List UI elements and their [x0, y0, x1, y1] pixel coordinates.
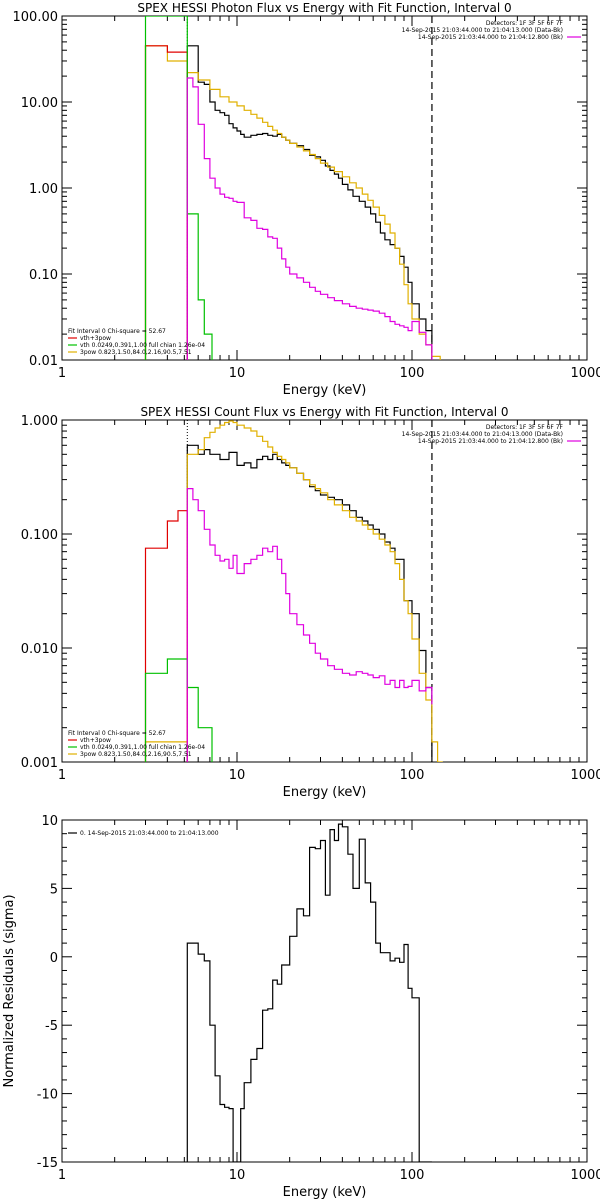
chart-title: SPEX HESSI Count Flux vs Energy with Fit… — [140, 405, 508, 419]
x-tick-label: 1 — [58, 768, 66, 783]
series-4-histogram — [186, 488, 433, 762]
info-line: 14-Sep-2015 21:03:44.000 to 21:04:12.800… — [418, 438, 563, 445]
y-tick-label: 0.01 — [29, 354, 58, 369]
x-axis-label: Energy (keV) — [283, 1185, 367, 1200]
y-tick-label: 0.001 — [21, 756, 58, 771]
x-tick-label: 100 — [400, 768, 425, 783]
y-axis-label: Normalized Residuals (sigma) — [2, 894, 17, 1087]
x-tick-label: 100 — [400, 1168, 425, 1183]
legend-entry: vth 0.0249,0.391,1.00 full chian 1.26e-0… — [80, 342, 205, 349]
series-1-histogram — [144, 45, 441, 360]
legend-entry: 3pow 0.823,1.50,84.0,2.16,90.5,7.51 — [80, 349, 192, 356]
info-line: Detectors: 1F 3F 5F 6F 7F — [486, 424, 564, 431]
series-4-histogram — [186, 77, 433, 360]
y-tick-label: 100.00 — [13, 10, 59, 25]
x-tick-label: 10 — [229, 366, 246, 381]
y-tick-label: 1.00 — [29, 182, 58, 197]
info-line: 14-Sep-2015 21:03:44.000 to 21:04:12.800… — [418, 34, 563, 41]
info-line: Detectors: 1F 3F 5F 6F 7F — [486, 20, 564, 27]
legend-entry: 0. 14-Sep-2015 21:03:44.000 to 21:04:13.… — [80, 830, 219, 837]
legend-entry: vth 0.0249,0.391,1.00 full chian 1.26e-0… — [80, 744, 205, 751]
y-tick-label: 0.100 — [21, 528, 58, 543]
y-tick-label: 5 — [50, 882, 58, 897]
x-tick-label: 1 — [58, 1168, 66, 1183]
legend-entry: 3pow 0.823,1.50,84.0,2.16,90.5,7.51 — [80, 751, 192, 758]
y-tick-label: 0.010 — [21, 642, 58, 657]
y-tick-label: 10.00 — [21, 96, 58, 111]
series-0-histogram — [186, 444, 433, 762]
plot-frame — [61, 15, 588, 361]
series-0-histogram — [186, 45, 433, 360]
x-tick-label: 100 — [400, 366, 425, 381]
x-tick-label: 1000 — [570, 1168, 600, 1183]
plot-frame — [61, 419, 588, 763]
x-axis-label: Energy (keV) — [283, 785, 367, 800]
residuals-panel: 1 10 100 1000 -15 -10 -5 0 5 10 Energy (keV) Normal… — [2, 814, 600, 1200]
series-2-histogram — [144, 510, 188, 762]
y-tick-label: -10 — [37, 1088, 58, 1103]
photon-flux-panel: 1 10 100 1000 0.01 0.10 1.00 10.00 100.00 SPEX HE… — [13, 1, 600, 398]
y-tick-label: -5 — [45, 1019, 58, 1034]
x-tick-label: 1000 — [570, 768, 600, 783]
x-tick-label: 10 — [229, 1168, 246, 1183]
y-tick-label: -15 — [37, 1156, 58, 1171]
series-3-histogram — [144, 16, 213, 360]
legend-entry: Fit Interval 0 Chi-square = 52.67 — [68, 730, 166, 737]
info-line: 14-Sep-2015 21:03:44.000 to 21:04:13.000… — [402, 27, 563, 34]
x-tick-label: 1 — [58, 366, 66, 381]
x-axis-label: Energy (keV) — [283, 383, 367, 398]
y-tick-label: 10 — [41, 814, 58, 829]
x-tick-label: 10 — [229, 768, 246, 783]
plot-frame — [61, 819, 588, 1163]
series-0-histogram — [186, 823, 432, 1162]
legend-entry: vth+3pow — [80, 335, 111, 342]
legend-entry: vth+3pow — [80, 737, 111, 744]
info-line: 14-Sep-2015 21:03:44.000 to 21:04:13.000… — [402, 431, 563, 438]
y-tick-label: 0.10 — [29, 268, 58, 283]
y-tick-label: 0 — [50, 951, 58, 966]
x-tick-label: 1000 — [570, 366, 600, 381]
chart-title: SPEX HESSI Photon Flux vs Energy with Fi… — [137, 1, 511, 15]
series-1-histogram — [144, 420, 443, 762]
count-flux-panel: 1 10 100 1000 0.001 0.010 0.100 1.000 SPEX HESSI… — [21, 405, 600, 800]
series-2-histogram — [144, 45, 188, 360]
y-tick-label: 1.000 — [21, 414, 58, 429]
legend-entry: Fit Interval 0 Chi-square = 52.67 — [68, 328, 166, 335]
